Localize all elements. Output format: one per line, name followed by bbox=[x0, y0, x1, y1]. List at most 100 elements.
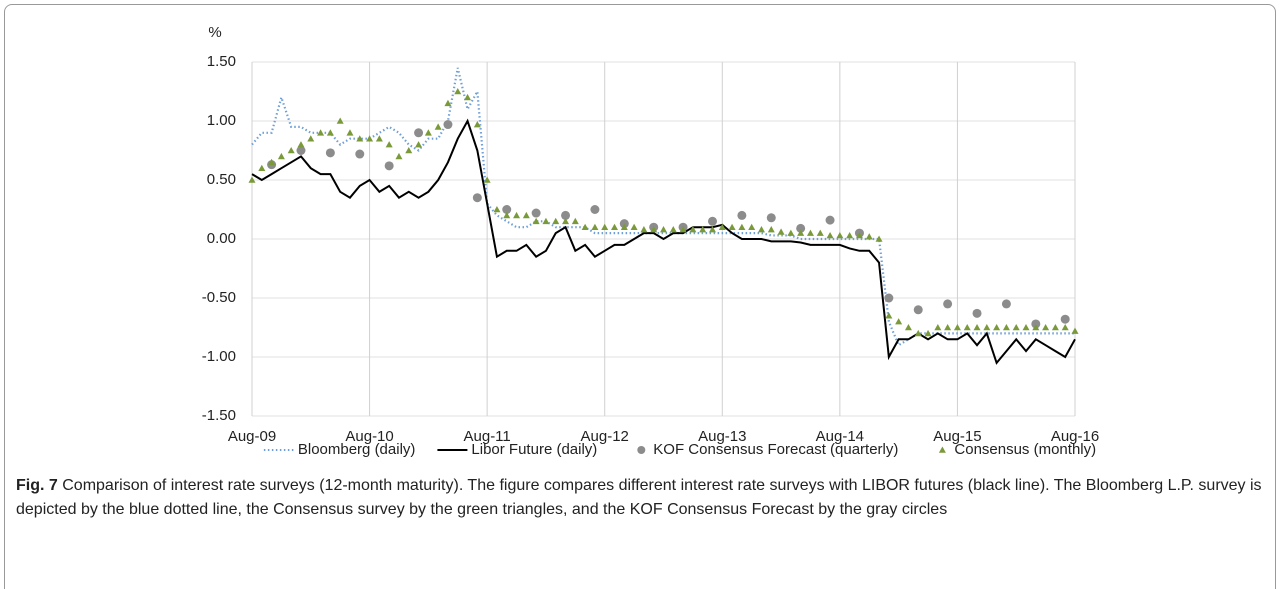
point bbox=[424, 129, 432, 136]
legend-label: Bloomberg (daily) bbox=[298, 441, 416, 458]
point bbox=[287, 147, 295, 154]
point bbox=[619, 219, 629, 229]
point bbox=[296, 146, 306, 155]
point bbox=[493, 206, 501, 213]
point bbox=[513, 211, 521, 219]
point bbox=[1042, 324, 1050, 331]
point bbox=[375, 135, 383, 142]
point bbox=[757, 226, 765, 233]
point bbox=[796, 223, 806, 233]
point bbox=[669, 226, 677, 233]
point bbox=[483, 176, 491, 183]
y-tick-label: 1.00 bbox=[207, 112, 236, 129]
point bbox=[611, 223, 619, 230]
point bbox=[913, 305, 923, 315]
point bbox=[591, 223, 599, 230]
point bbox=[258, 164, 266, 171]
point bbox=[405, 147, 413, 154]
point bbox=[601, 223, 609, 230]
point bbox=[561, 210, 571, 220]
point bbox=[924, 329, 932, 337]
point bbox=[787, 229, 795, 236]
point bbox=[503, 211, 511, 219]
point bbox=[522, 211, 530, 219]
point bbox=[885, 312, 893, 319]
point bbox=[993, 324, 1001, 331]
point bbox=[630, 223, 638, 230]
point bbox=[855, 231, 863, 239]
y-axis-label: % bbox=[208, 24, 221, 41]
point bbox=[748, 223, 756, 230]
point bbox=[454, 88, 462, 95]
legend-label: Consensus (monthly) bbox=[954, 441, 1096, 458]
point bbox=[434, 123, 442, 130]
point bbox=[816, 229, 824, 236]
point bbox=[640, 226, 648, 233]
point bbox=[317, 129, 325, 136]
point bbox=[502, 205, 512, 214]
point bbox=[581, 223, 589, 230]
point bbox=[414, 128, 424, 138]
point bbox=[384, 161, 394, 171]
x-tick-label: Aug-10 bbox=[345, 428, 393, 445]
point bbox=[248, 176, 256, 183]
point bbox=[806, 229, 814, 236]
x-tick-label: Aug-13 bbox=[698, 428, 746, 445]
x-tick-label: Aug-16 bbox=[1051, 428, 1099, 445]
point bbox=[884, 293, 894, 303]
point bbox=[1060, 314, 1070, 324]
point bbox=[444, 99, 452, 107]
y-tick-label: -1.50 bbox=[202, 407, 236, 424]
point bbox=[346, 129, 354, 136]
legend-label: KOF Consensus Forecast (quarterly) bbox=[653, 441, 898, 458]
point bbox=[562, 217, 570, 225]
point bbox=[1002, 324, 1010, 331]
point bbox=[464, 93, 472, 101]
point bbox=[355, 149, 365, 159]
point bbox=[385, 141, 393, 148]
point bbox=[777, 228, 785, 235]
point bbox=[443, 120, 453, 130]
point bbox=[325, 148, 335, 158]
point bbox=[395, 152, 403, 160]
point bbox=[277, 152, 285, 160]
point bbox=[356, 135, 364, 142]
point bbox=[944, 324, 952, 331]
point bbox=[1022, 324, 1030, 331]
point bbox=[297, 141, 305, 148]
point bbox=[307, 135, 315, 142]
point bbox=[766, 213, 776, 223]
point bbox=[679, 226, 687, 233]
x-tick-label: Aug-14 bbox=[816, 428, 864, 445]
point bbox=[472, 193, 482, 203]
point bbox=[904, 324, 912, 331]
point bbox=[532, 217, 540, 225]
x-tick-label: Aug-11 bbox=[464, 428, 511, 445]
point bbox=[846, 231, 854, 239]
caption: Fig. 7 Comparison of interest rate surve… bbox=[16, 474, 1266, 522]
point bbox=[728, 223, 736, 230]
point bbox=[826, 231, 834, 239]
point bbox=[415, 141, 423, 148]
caption-text: Comparison of interest rate surveys (12-… bbox=[16, 477, 1262, 518]
point bbox=[571, 217, 579, 225]
point bbox=[1031, 319, 1041, 329]
y-tick-label: 1.50 bbox=[207, 53, 236, 70]
y-tick-label: -1.00 bbox=[202, 348, 236, 365]
point bbox=[552, 217, 560, 225]
point bbox=[366, 135, 374, 142]
point bbox=[797, 229, 805, 236]
point bbox=[326, 129, 334, 136]
point bbox=[473, 121, 481, 128]
point bbox=[914, 329, 922, 337]
point bbox=[336, 117, 344, 124]
y-tick-label: -0.50 bbox=[202, 289, 236, 306]
point bbox=[972, 308, 982, 318]
point bbox=[836, 231, 844, 239]
y-tick-label: 0.50 bbox=[207, 171, 236, 188]
point bbox=[738, 223, 746, 230]
point bbox=[708, 226, 716, 233]
point bbox=[1001, 299, 1011, 309]
figure-frame bbox=[4, 4, 1276, 589]
point bbox=[1071, 327, 1079, 334]
